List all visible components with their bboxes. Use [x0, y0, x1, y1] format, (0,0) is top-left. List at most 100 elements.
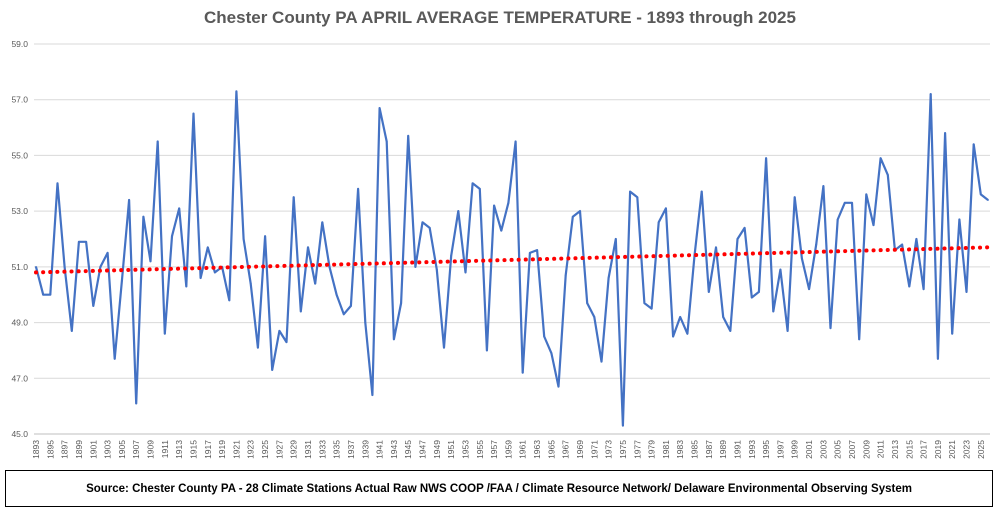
- data-point: [672, 335, 674, 338]
- data-point: [178, 207, 181, 210]
- y-tick-label: 49.0: [11, 318, 28, 328]
- x-tick-label: 2017: [919, 440, 929, 459]
- x-tick-label: 1951: [446, 440, 456, 459]
- x-tick-label: 1981: [661, 440, 671, 459]
- data-point: [228, 299, 231, 302]
- data-point: [951, 332, 954, 335]
- data-point: [128, 199, 130, 201]
- data-point: [607, 277, 610, 279]
- trendline-line: [34, 245, 990, 275]
- x-tick-label: 2003: [818, 440, 828, 459]
- data-point: [865, 193, 868, 196]
- data-point: [249, 282, 252, 285]
- y-tick-label: 51.0: [11, 262, 28, 272]
- x-tick-label: 1973: [604, 440, 614, 459]
- data-point: [822, 185, 825, 187]
- x-tick-label: 1961: [518, 440, 528, 459]
- x-tick-label: 1991: [732, 440, 742, 459]
- data-point: [264, 235, 266, 238]
- data-point: [35, 265, 37, 268]
- data-point: [614, 238, 617, 240]
- x-tick-label: 1895: [45, 440, 55, 459]
- x-tick-label: 1913: [174, 440, 184, 459]
- data-point: [936, 357, 939, 360]
- data-point: [335, 293, 338, 296]
- data-point: [843, 201, 846, 204]
- x-tick-label: 1925: [260, 440, 270, 459]
- x-tick-label: 1965: [546, 440, 556, 459]
- x-tick-label: 1941: [375, 440, 385, 459]
- series-layer: [34, 90, 989, 427]
- x-tick-label: 1959: [503, 440, 513, 459]
- data-point: [443, 346, 445, 349]
- x-tick-label: 1897: [60, 440, 70, 459]
- data-point: [722, 316, 725, 318]
- data-point: [385, 140, 388, 143]
- data-point: [872, 224, 875, 226]
- data-point: [328, 265, 331, 268]
- data-point: [715, 246, 717, 249]
- x-tick-label: 1971: [589, 440, 599, 459]
- data-point: [392, 338, 395, 341]
- x-tick-label: 1979: [647, 440, 657, 459]
- data-point: [965, 291, 968, 293]
- line-chart: 45.047.049.051.053.055.057.059.0 1893 189…: [11, 39, 990, 459]
- x-tick-label: 1955: [475, 440, 485, 459]
- trendline: [34, 245, 990, 275]
- data-point: [707, 291, 710, 293]
- data-point: [629, 190, 632, 193]
- x-tick-label: 1957: [489, 440, 499, 459]
- x-tick-label: 2013: [890, 440, 900, 459]
- data-point: [636, 196, 639, 199]
- data-point: [858, 338, 861, 341]
- x-tick-label: 1933: [317, 440, 327, 459]
- data-point: [765, 157, 768, 160]
- data-point: [808, 288, 810, 291]
- x-tick-label: 1907: [131, 440, 141, 459]
- data-point: [56, 182, 59, 185]
- data-point: [113, 357, 116, 360]
- data-point: [507, 201, 510, 204]
- x-tick-label: 1953: [460, 440, 470, 459]
- chart-title: Chester County PA APRIL AVERAGE TEMPERAT…: [204, 8, 796, 27]
- x-tick-label: 1943: [389, 440, 399, 459]
- y-tick-label: 59.0: [11, 39, 28, 49]
- data-point: [643, 302, 646, 304]
- data-point: [192, 112, 195, 115]
- source-text: Source: Chester County PA - 28 Climate S…: [86, 482, 912, 495]
- data-point: [908, 285, 911, 288]
- data-point: [342, 313, 345, 316]
- data-point: [536, 249, 538, 252]
- y-tick-labels: 45.0 47.0 49.0 51.0 53.0 55.0 57.0 59.0: [11, 39, 28, 439]
- data-point: [979, 193, 982, 196]
- data-point: [106, 252, 109, 254]
- x-tick-label: 1997: [775, 440, 785, 459]
- data-point: [514, 140, 517, 143]
- data-point: [49, 293, 52, 296]
- data-point: [650, 307, 653, 310]
- x-tick-label: 1985: [690, 440, 700, 459]
- x-tick-label: 1999: [790, 440, 800, 459]
- data-point: [528, 252, 531, 254]
- data-point: [42, 293, 45, 296]
- data-point: [901, 243, 904, 246]
- data-point: [944, 132, 946, 135]
- x-tick-label: 1987: [704, 440, 714, 459]
- x-tick-label: 1917: [203, 440, 213, 459]
- x-tick-label: 1931: [303, 440, 313, 459]
- data-point: [206, 246, 209, 249]
- data-point: [743, 226, 746, 229]
- data-point: [657, 221, 660, 224]
- data-point: [521, 371, 524, 374]
- data-point: [185, 285, 188, 288]
- data-point: [99, 265, 102, 268]
- x-tick-label: 2015: [904, 440, 914, 459]
- x-tick-label: 1929: [289, 440, 299, 459]
- x-tick-label: 2009: [861, 440, 871, 459]
- data-point: [70, 330, 73, 332]
- data-point: [350, 304, 352, 307]
- x-tick-label: 1963: [532, 440, 542, 459]
- y-tick-label: 57.0: [11, 95, 28, 105]
- data-point: [400, 302, 402, 304]
- data-point: [622, 424, 624, 427]
